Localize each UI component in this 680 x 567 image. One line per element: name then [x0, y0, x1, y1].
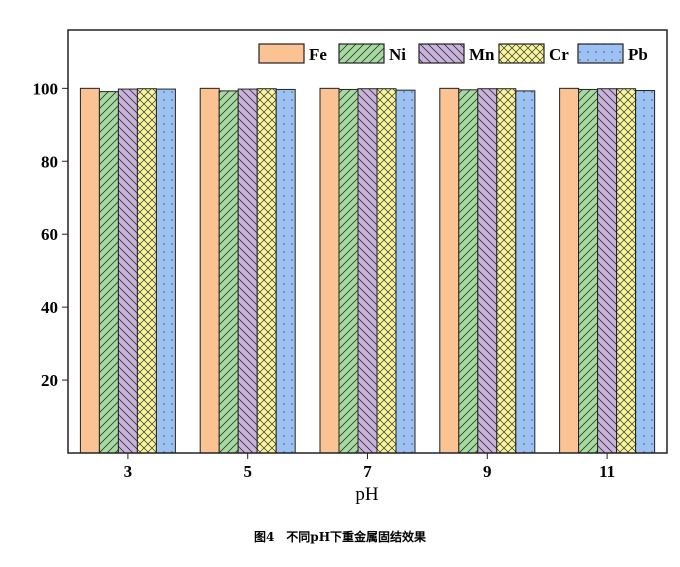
- bar-ni-ph5: [218, 90, 239, 454]
- bar-pb-ph7: [395, 89, 416, 454]
- y-tick-label: 20: [41, 371, 58, 390]
- bar-fe-ph11: [559, 87, 580, 454]
- bar-fe-ph3: [79, 87, 100, 454]
- legend-label-ni: Ni: [389, 45, 406, 64]
- bar-ni-ph7: [338, 88, 359, 454]
- legend-label-cr: Cr: [549, 45, 569, 64]
- legend-swatch-pb: [577, 43, 624, 64]
- bar-cr-ph7: [376, 88, 397, 454]
- bar-pb-ph5: [275, 88, 296, 454]
- bar-fe-ph5: [199, 87, 220, 454]
- legend-label-fe: Fe: [309, 45, 327, 64]
- bar-pb-ph3: [155, 88, 176, 454]
- bar-mn-ph3: [117, 88, 138, 454]
- bar-fe-ph7: [319, 87, 340, 454]
- y-tick-label: 80: [41, 152, 58, 171]
- legend-label-mn: Mn: [469, 45, 495, 64]
- x-axis-label: pH: [355, 484, 379, 505]
- y-tick-label: 100: [33, 79, 59, 98]
- legend-label-pb: Pb: [628, 45, 648, 64]
- bar-ni-ph11: [578, 88, 599, 454]
- x-tick-label: 5: [243, 462, 252, 481]
- x-tick-label: 11: [599, 462, 615, 481]
- legend-swatch-ni: [338, 43, 385, 64]
- legend-swatch-fe: [258, 43, 305, 64]
- bar-mn-ph11: [597, 88, 618, 454]
- bar-mn-ph7: [357, 88, 378, 454]
- bar-cr-ph11: [616, 88, 637, 454]
- bar-fe-ph9: [439, 87, 460, 454]
- legend-swatch-cr: [498, 43, 545, 64]
- bar-pb-ph11: [635, 90, 656, 454]
- bar-cr-ph9: [496, 88, 517, 454]
- y-tick-label: 60: [41, 225, 58, 244]
- bar-chart: 3 5 7 9 11 20 40 60 80 100 Fe Ni Mn Cr Pb pH: [33, 29, 668, 505]
- x-tick-label: 7: [363, 462, 372, 481]
- bar-mn-ph5: [237, 88, 258, 454]
- y-tick-label: 40: [41, 298, 58, 317]
- bar-ni-ph9: [458, 89, 479, 454]
- bar-cr-ph3: [136, 88, 157, 454]
- bar-ni-ph3: [98, 91, 119, 454]
- figure-caption: 图4 不同pH下重金属固结效果: [253, 530, 427, 544]
- bar-mn-ph9: [477, 88, 498, 454]
- x-tick-label: 9: [483, 462, 492, 481]
- bar-cr-ph5: [256, 88, 277, 454]
- legend-swatch-mn: [418, 43, 465, 64]
- bar-pb-ph9: [515, 90, 536, 454]
- x-tick-label: 3: [124, 462, 133, 481]
